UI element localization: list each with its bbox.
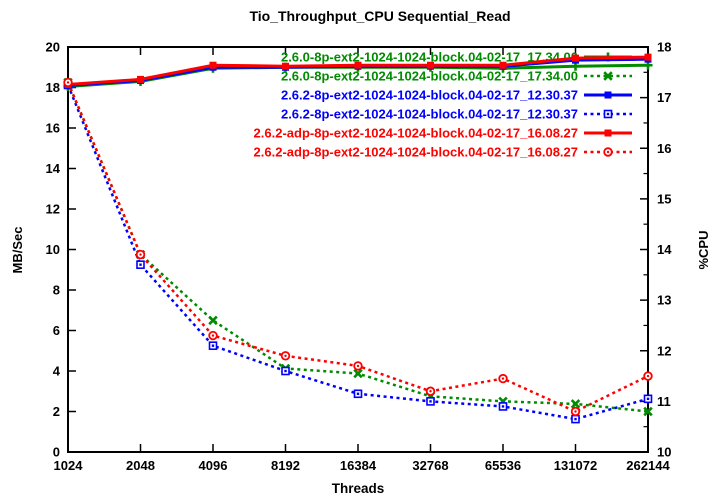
x-axis: 1024 2048 4096 8192 16384 32768 65536 131072 262… (54, 47, 670, 473)
left-y-tick-label: 6 (53, 323, 60, 338)
legend-label: 2.6.0-8p-ext2-1024-1024-block.04-02-17_1… (281, 50, 578, 65)
left-y-tick-label: 8 (53, 283, 60, 298)
left-y-tick-label: 2 (53, 404, 60, 419)
x-tick-label: 65536 (485, 458, 521, 473)
right-y-tick-label: 13 (657, 293, 671, 308)
y-axis-right: 10 11 12 13 14 15 16 17 18 (640, 40, 672, 460)
left-y-tick-label: 20 (46, 40, 60, 55)
right-y-tick-label: 15 (657, 191, 671, 206)
right-y-tick-label: 12 (657, 343, 671, 358)
left-y-tick-label: 16 (46, 121, 60, 136)
legend-label: 2.6.2-adp-8p-ext2-1024-1024-block.04-02-… (254, 126, 578, 141)
series-3-cpu (63, 80, 653, 424)
right-y-tick-label: 10 (657, 445, 671, 460)
left-y-tick-label: 4 (53, 364, 61, 379)
series-4-throughput (64, 53, 652, 88)
right-y-tick-label: 16 (657, 141, 671, 156)
legend-entry-4: 2.6.2-adp-8p-ext2-1024-1024-block.04-02-… (254, 126, 632, 141)
right-y-axis-label: %CPU (696, 230, 711, 270)
left-y-tick-label: 0 (53, 445, 60, 460)
legend-entry-3: 2.6.2-8p-ext2-1024-1024-block.04-02-17_1… (281, 107, 632, 122)
legend-label: 2.6.0-8p-ext2-1024-1024-block.04-02-17_1… (281, 69, 578, 84)
legend-entry-1: 2.6.0-8p-ext2-1024-1024-block.04-02-17_1… (281, 69, 632, 84)
left-y-tick-label: 12 (46, 202, 60, 217)
x-tick-label: 16384 (340, 458, 377, 473)
left-y-axis-label: MB/Sec (10, 226, 25, 274)
x-tick-label: 4096 (199, 458, 228, 473)
legend-entry-5: 2.6.2-adp-8p-ext2-1024-1024-block.04-02-… (254, 145, 632, 160)
right-y-tick-label: 14 (657, 242, 672, 257)
x-tick-label: 131072 (554, 458, 597, 473)
series-5-cpu (63, 77, 653, 417)
right-y-tick-label: 18 (657, 40, 671, 55)
x-tick-label: 32768 (412, 458, 448, 473)
x-tick-label: 262144 (626, 458, 670, 473)
x-tick-label: 8192 (271, 458, 300, 473)
x-tick-label: 2048 (126, 458, 155, 473)
legend-entry-2: 2.6.2-8p-ext2-1024-1024-block.04-02-17_1… (281, 88, 632, 103)
left-y-tick-label: 18 (46, 80, 60, 95)
right-y-tick-label: 11 (657, 394, 671, 409)
x-tick-label: 1024 (54, 458, 84, 473)
left-y-tick-label: 10 (46, 242, 60, 257)
legend-label: 2.6.2-adp-8p-ext2-1024-1024-block.04-02-… (254, 145, 578, 160)
left-y-tick-label: 14 (46, 161, 61, 176)
x-axis-label: Threads (331, 481, 385, 496)
y-axis-left: 0 2 4 6 8 10 12 14 16 18 20 (46, 40, 76, 460)
right-y-tick-label: 17 (657, 90, 671, 105)
chart-title: Tio_Throughput_CPU Sequential_Read (249, 8, 511, 24)
legend-label: 2.6.2-8p-ext2-1024-1024-block.04-02-17_1… (281, 107, 578, 122)
legend-label: 2.6.2-8p-ext2-1024-1024-block.04-02-17_1… (281, 88, 578, 103)
